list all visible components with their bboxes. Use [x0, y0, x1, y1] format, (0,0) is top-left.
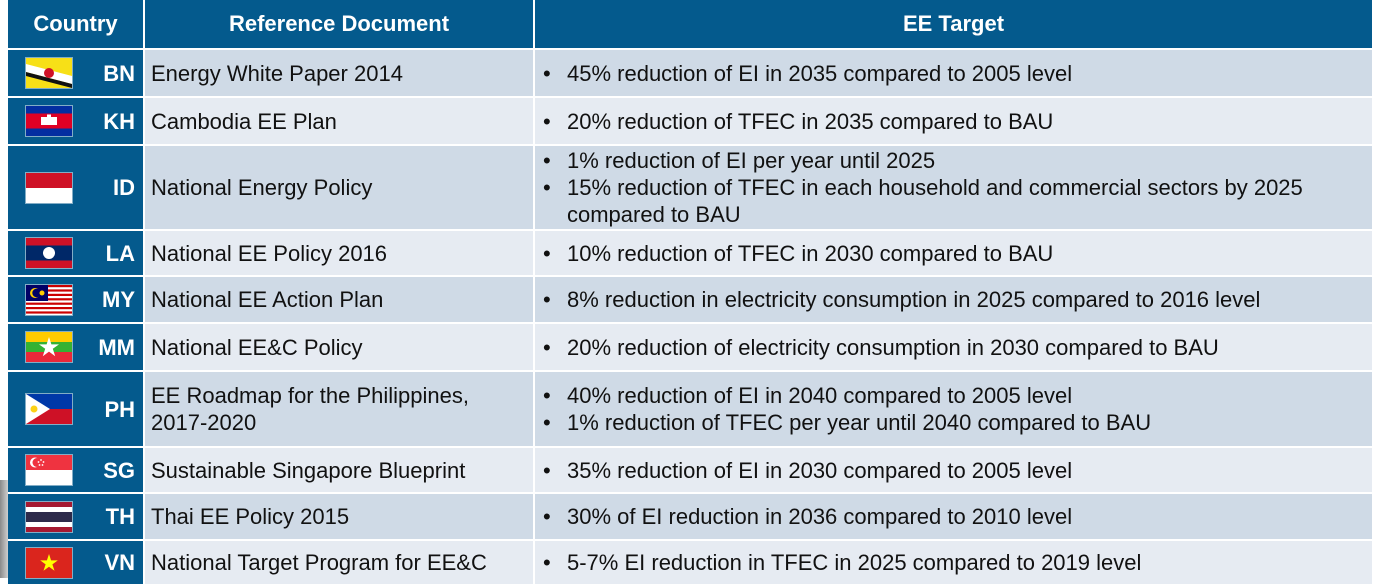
ee-target-cell: 10% reduction of TFEC in 2030 compared t… [534, 230, 1373, 277]
table-row: MM National EE&C Policy 20% reduction of… [8, 323, 1373, 372]
table-row: KH Cambodia EE Plan 20% reduction of TFE… [8, 97, 1373, 146]
reference-document-cell: EE Roadmap for the Philippines, 2017-202… [144, 371, 535, 448]
ee-target-cell: 5-7% EI reduction in TFEC in 2025 compar… [534, 540, 1373, 586]
ee-target-header: EE Target [534, 0, 1373, 50]
ee-target-table: Country Reference Document EE Target [8, 0, 1373, 586]
country-code: BN [103, 60, 135, 86]
target-item: 8% reduction in electricity consumption … [541, 286, 1366, 313]
table-row: SG Sustainable Singapore Blueprint 35% r… [8, 447, 1373, 494]
target-item: 15% reduction of TFEC in each household … [541, 174, 1366, 228]
table-row: LA National EE Policy 2016 10% reduction… [8, 230, 1373, 277]
brunei-flag-icon [26, 58, 72, 88]
country-cell: TH [8, 493, 145, 541]
reference-document-cell: National EE Action Plan [144, 276, 535, 324]
country-cell: SG [8, 447, 145, 494]
country-cell: BN [8, 49, 145, 98]
country-header: Country [8, 0, 145, 50]
ee-target-cell: 40% reduction of EI in 2040 compared to … [534, 371, 1373, 448]
table-row: BN Energy White Paper 2014 45% reduction… [8, 49, 1373, 98]
indonesia-flag-icon [26, 172, 72, 203]
malaysia-flag-icon [26, 284, 72, 315]
country-cell: LA [8, 230, 145, 277]
target-item: 40% reduction of EI in 2040 compared to … [541, 382, 1366, 409]
philippines-flag-icon [26, 394, 72, 424]
country-cell: ID [8, 145, 145, 231]
reference-document-cell: Sustainable Singapore Blueprint [144, 447, 535, 494]
myanmar-flag-icon [26, 332, 72, 362]
target-item: 35% reduction of EI in 2030 compared to … [541, 457, 1366, 484]
left-edge-decoration [0, 480, 8, 578]
target-item: 20% reduction of electricity consumption… [541, 334, 1366, 361]
table-row: VN National Target Program for EE&C 5-7%… [8, 540, 1373, 586]
country-code: ID [113, 175, 135, 200]
table-row: PH EE Roadmap for the Philippines, 2017-… [8, 371, 1373, 448]
country-cell: VN [8, 540, 145, 586]
country-code: SG [103, 457, 135, 483]
country-code: TH [105, 504, 135, 529]
reference-document-cell: National EE&C Policy [144, 323, 535, 372]
reference-document-cell: National EE Policy 2016 [144, 230, 535, 277]
table-row: TH Thai EE Policy 2015 30% of EI reducti… [8, 493, 1373, 541]
reference-document-cell: Energy White Paper 2014 [144, 49, 535, 98]
ee-target-cell: 45% reduction of EI in 2035 compared to … [534, 49, 1373, 98]
target-item: 20% reduction of TFEC in 2035 compared t… [541, 108, 1366, 135]
header-row: Country Reference Document EE Target [8, 0, 1373, 50]
reference-document-cell: Cambodia EE Plan [144, 97, 535, 146]
table-row: ID National Energy Policy 1% reduction o… [8, 145, 1373, 231]
reference-document-cell: National Target Program for EE&C [144, 540, 535, 586]
country-code: KH [103, 108, 135, 134]
ee-target-cell: 30% of EI reduction in 2036 compared to … [534, 493, 1373, 541]
table-row: MY National EE Action Plan 8% reduction … [8, 276, 1373, 324]
country-code: MY [102, 287, 135, 312]
country-code: LA [105, 240, 135, 266]
country-code: VN [104, 550, 135, 575]
thailand-flag-icon [26, 501, 72, 532]
ee-target-cell: 8% reduction in electricity consumption … [534, 276, 1373, 324]
reference-document-header: Reference Document [144, 0, 535, 50]
target-item: 1% reduction of TFEC per year until 2040… [541, 409, 1366, 436]
ee-target-cell: 35% reduction of EI in 2030 compared to … [534, 447, 1373, 494]
country-cell: MM [8, 323, 145, 372]
country-code: PH [104, 396, 135, 422]
singapore-flag-icon [26, 455, 72, 485]
target-item: 10% reduction of TFEC in 2030 compared t… [541, 240, 1366, 267]
target-item: 30% of EI reduction in 2036 compared to … [541, 503, 1366, 530]
reference-document-cell: Thai EE Policy 2015 [144, 493, 535, 541]
country-cell: MY [8, 276, 145, 324]
ee-target-cell: 20% reduction of TFEC in 2035 compared t… [534, 97, 1373, 146]
laos-flag-icon [26, 238, 72, 268]
country-cell: KH [8, 97, 145, 146]
target-item: 45% reduction of EI in 2035 compared to … [541, 60, 1366, 87]
reference-document-cell: National Energy Policy [144, 145, 535, 231]
vietnam-flag-icon [26, 547, 72, 578]
cambodia-flag-icon [26, 106, 72, 136]
ee-target-cell: 20% reduction of electricity consumption… [534, 323, 1373, 372]
ee-target-cell: 1% reduction of EI per year until 2025 1… [534, 145, 1373, 231]
target-item: 5-7% EI reduction in TFEC in 2025 compar… [541, 549, 1366, 576]
country-code: MM [98, 334, 135, 360]
country-cell: PH [8, 371, 145, 448]
target-item: 1% reduction of EI per year until 2025 [541, 147, 1366, 174]
